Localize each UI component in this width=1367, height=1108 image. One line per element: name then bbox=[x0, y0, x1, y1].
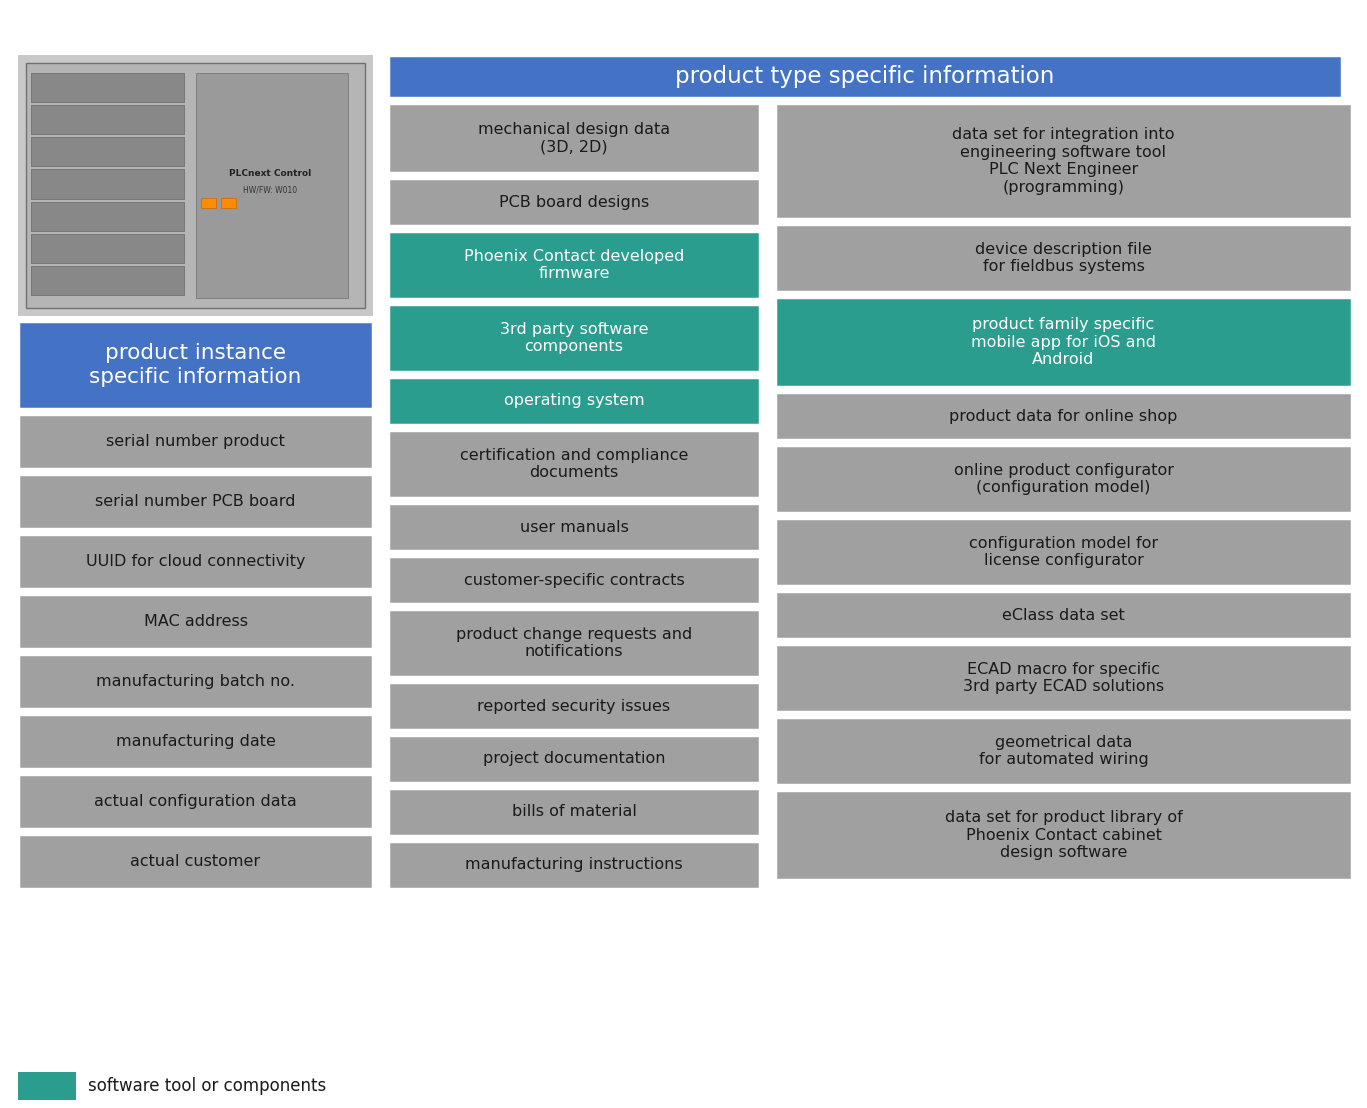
FancyBboxPatch shape bbox=[18, 594, 373, 649]
FancyBboxPatch shape bbox=[31, 202, 183, 230]
FancyBboxPatch shape bbox=[775, 591, 1352, 639]
Text: eClass data set: eClass data set bbox=[1002, 607, 1125, 623]
FancyBboxPatch shape bbox=[775, 297, 1352, 387]
Text: bills of material: bills of material bbox=[511, 804, 637, 820]
FancyBboxPatch shape bbox=[31, 73, 183, 102]
FancyBboxPatch shape bbox=[388, 683, 760, 730]
Text: product change requests and
notifications: product change requests and notification… bbox=[455, 627, 692, 659]
FancyBboxPatch shape bbox=[388, 503, 760, 551]
FancyBboxPatch shape bbox=[18, 321, 373, 409]
Text: PCB board designs: PCB board designs bbox=[499, 195, 649, 209]
Text: MAC address: MAC address bbox=[144, 614, 247, 629]
Text: product type specific information: product type specific information bbox=[675, 65, 1055, 88]
FancyBboxPatch shape bbox=[775, 392, 1352, 440]
FancyBboxPatch shape bbox=[18, 654, 373, 709]
FancyBboxPatch shape bbox=[388, 103, 760, 173]
FancyBboxPatch shape bbox=[388, 178, 760, 226]
Text: device description file
for fieldbus systems: device description file for fieldbus sys… bbox=[975, 242, 1152, 274]
FancyBboxPatch shape bbox=[31, 105, 183, 134]
Text: manufacturing instructions: manufacturing instructions bbox=[465, 858, 682, 872]
FancyBboxPatch shape bbox=[18, 474, 373, 529]
FancyBboxPatch shape bbox=[775, 717, 1352, 784]
Text: reported security issues: reported security issues bbox=[477, 698, 671, 714]
Text: product instance
specific information: product instance specific information bbox=[89, 343, 302, 387]
FancyBboxPatch shape bbox=[775, 445, 1352, 513]
Text: manufacturing date: manufacturing date bbox=[116, 733, 275, 749]
Text: ECAD macro for specific
3rd party ECAD solutions: ECAD macro for specific 3rd party ECAD s… bbox=[962, 661, 1165, 695]
FancyBboxPatch shape bbox=[388, 609, 760, 677]
Text: operating system: operating system bbox=[503, 393, 644, 409]
Text: geometrical data
for automated wiring: geometrical data for automated wiring bbox=[979, 735, 1148, 767]
FancyBboxPatch shape bbox=[388, 841, 760, 889]
Text: configuration model for
license configurator: configuration model for license configur… bbox=[969, 536, 1158, 568]
Text: product family specific
mobile app for iOS and
Android: product family specific mobile app for i… bbox=[971, 317, 1156, 367]
FancyBboxPatch shape bbox=[388, 556, 760, 604]
FancyBboxPatch shape bbox=[775, 103, 1352, 219]
FancyBboxPatch shape bbox=[195, 73, 349, 298]
Text: PLCnext Control: PLCnext Control bbox=[228, 168, 312, 177]
Text: mechanical design data
(3D, 2D): mechanical design data (3D, 2D) bbox=[478, 122, 670, 154]
FancyBboxPatch shape bbox=[18, 774, 373, 829]
Text: actual configuration data: actual configuration data bbox=[94, 794, 297, 809]
FancyBboxPatch shape bbox=[388, 55, 1342, 98]
Text: HW/FW: W010: HW/FW: W010 bbox=[243, 186, 297, 195]
Text: serial number PCB board: serial number PCB board bbox=[96, 494, 295, 509]
FancyBboxPatch shape bbox=[388, 735, 760, 783]
FancyBboxPatch shape bbox=[201, 197, 216, 208]
FancyBboxPatch shape bbox=[31, 170, 183, 198]
FancyBboxPatch shape bbox=[31, 266, 183, 295]
FancyBboxPatch shape bbox=[26, 63, 365, 308]
FancyBboxPatch shape bbox=[775, 519, 1352, 586]
FancyBboxPatch shape bbox=[388, 304, 760, 372]
Text: actual customer: actual customer bbox=[130, 854, 261, 869]
Text: data set for product library of
Phoenix Contact cabinet
design software: data set for product library of Phoenix … bbox=[945, 810, 1182, 860]
FancyBboxPatch shape bbox=[18, 714, 373, 769]
FancyBboxPatch shape bbox=[775, 224, 1352, 293]
Text: UUID for cloud connectivity: UUID for cloud connectivity bbox=[86, 554, 305, 570]
FancyBboxPatch shape bbox=[388, 788, 760, 837]
FancyBboxPatch shape bbox=[775, 790, 1352, 880]
FancyBboxPatch shape bbox=[31, 137, 183, 166]
FancyBboxPatch shape bbox=[388, 230, 760, 299]
Text: certification and compliance
documents: certification and compliance documents bbox=[459, 448, 688, 480]
FancyBboxPatch shape bbox=[220, 197, 235, 208]
FancyBboxPatch shape bbox=[18, 414, 373, 469]
Text: online product configurator
(configuration model): online product configurator (configurati… bbox=[954, 463, 1173, 495]
Text: data set for integration into
engineering software tool
PLC Next Engineer
(progr: data set for integration into engineerin… bbox=[953, 127, 1174, 195]
FancyBboxPatch shape bbox=[31, 234, 183, 263]
Text: user manuals: user manuals bbox=[519, 520, 629, 534]
FancyBboxPatch shape bbox=[388, 430, 760, 497]
FancyBboxPatch shape bbox=[18, 1073, 77, 1100]
FancyBboxPatch shape bbox=[18, 834, 373, 889]
Text: product data for online shop: product data for online shop bbox=[949, 409, 1178, 423]
Text: customer-specific contracts: customer-specific contracts bbox=[463, 573, 685, 587]
FancyBboxPatch shape bbox=[18, 55, 373, 316]
Text: software tool or components: software tool or components bbox=[87, 1077, 327, 1095]
FancyBboxPatch shape bbox=[18, 534, 373, 589]
Text: 3rd party software
components: 3rd party software components bbox=[500, 321, 648, 355]
FancyBboxPatch shape bbox=[388, 377, 760, 425]
FancyBboxPatch shape bbox=[775, 644, 1352, 712]
Text: manufacturing batch no.: manufacturing batch no. bbox=[96, 674, 295, 689]
Text: serial number product: serial number product bbox=[107, 434, 284, 449]
Text: Phoenix Contact developed
firmware: Phoenix Contact developed firmware bbox=[463, 249, 685, 281]
Text: project documentation: project documentation bbox=[483, 751, 666, 767]
